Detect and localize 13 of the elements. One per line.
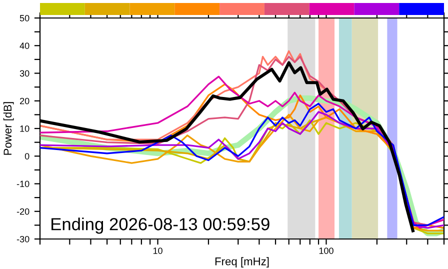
y-tick-label: 0 — [24, 153, 30, 160]
y-tick-label: -20 — [16, 208, 30, 215]
y-tick-label: 40 — [20, 42, 30, 49]
y-tick-label: -10 — [16, 180, 30, 188]
y-axis-title: Power [dB] — [3, 102, 14, 155]
y-tick-label: -30 — [16, 236, 30, 242]
y-tick-label: 20 — [20, 98, 30, 104]
y-tick-label: 10 — [20, 125, 30, 132]
annotation: Ending 2026-08-13 00:59:59 — [52, 218, 270, 234]
y-tick-label: 50 — [20, 14, 30, 22]
y-tick-label: 30 — [20, 70, 30, 77]
x-tick-label: 100 — [319, 248, 334, 254]
x-axis-title: Freq [mHz] — [215, 257, 269, 268]
